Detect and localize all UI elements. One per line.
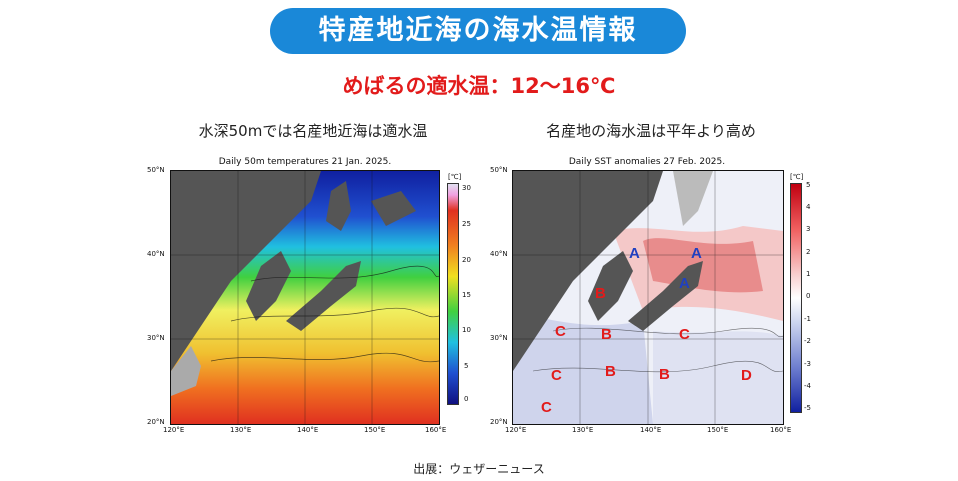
region-marker: C — [555, 323, 566, 340]
page-title-banner: 特産地近海の海水温情報 — [270, 8, 686, 54]
lon-label: 140°E — [297, 426, 319, 434]
region-marker: B — [605, 363, 616, 380]
anomaly-map: A A A B B B B C C C C D — [512, 170, 784, 425]
region-marker: A — [691, 245, 702, 262]
lon-label: 120°E — [163, 426, 185, 434]
lon-label: 150°E — [707, 426, 729, 434]
left-map-title: Daily 50m temperatures 21 Jan. 2025. — [218, 157, 392, 167]
temperature-tick: 30 — [462, 184, 471, 192]
lon-label: 140°E — [640, 426, 662, 434]
temperature-tick: 20 — [462, 256, 471, 264]
temperature-tick: 0 — [464, 395, 469, 403]
anomaly-tick: -4 — [804, 382, 811, 390]
lon-label: 120°E — [505, 426, 527, 434]
lat-label: 50°N — [490, 166, 508, 174]
lon-label: 160°E — [425, 426, 447, 434]
anomaly-unit-label: [℃] — [790, 173, 804, 181]
right-map-title: Daily SST anomalies 27 Feb. 2025. — [568, 157, 726, 167]
anomaly-tick: 2 — [806, 248, 811, 256]
anomaly-tick: 3 — [806, 225, 811, 233]
region-marker: C — [551, 367, 562, 384]
source-credit: 出展：ウェザーニュース — [413, 462, 545, 476]
lat-label: 20°N — [490, 418, 508, 426]
region-marker: A — [629, 245, 640, 262]
temperature-tick: 15 — [462, 291, 471, 299]
anomaly-tick: 4 — [806, 203, 811, 211]
left-panel-caption: 水深50mでは名産地近海は適水温 — [198, 122, 428, 140]
region-marker: D — [741, 367, 752, 384]
region-marker: B — [601, 326, 612, 343]
right-panel-caption: 名産地の海水温は平年より高め — [546, 122, 756, 140]
lon-label: 160°E — [770, 426, 792, 434]
temperature-tick: 5 — [464, 362, 469, 370]
anomaly-tick: 1 — [806, 270, 811, 278]
region-marker: B — [595, 285, 606, 302]
region-marker: B — [659, 366, 670, 383]
lat-label: 30°N — [147, 334, 165, 342]
anomaly-tick: -2 — [804, 337, 811, 345]
anomaly-tick: 5 — [806, 181, 811, 189]
lon-label: 130°E — [572, 426, 594, 434]
temperature-tick: 25 — [462, 220, 471, 228]
lat-label: 50°N — [147, 166, 165, 174]
lon-label: 130°E — [230, 426, 252, 434]
temperature-unit-label: [℃] — [448, 173, 462, 181]
lat-label: 40°N — [147, 250, 165, 258]
lat-label: 20°N — [147, 418, 165, 426]
temperature-map — [170, 170, 440, 425]
temperature-tick: 10 — [462, 326, 471, 334]
anomaly-tick: -5 — [804, 404, 811, 412]
region-marker: C — [541, 399, 552, 416]
anomaly-colorbar — [790, 183, 802, 413]
anomaly-tick: -3 — [804, 360, 811, 368]
suitable-temperature-heading: めばるの適水温：12〜16℃ — [342, 74, 616, 98]
temperature-colorbar — [447, 183, 459, 405]
anomaly-tick: 0 — [806, 292, 811, 300]
region-marker: C — [679, 326, 690, 343]
lat-label: 30°N — [490, 334, 508, 342]
region-marker: A — [679, 275, 690, 292]
anomaly-tick: -1 — [804, 315, 811, 323]
lon-label: 150°E — [364, 426, 386, 434]
lat-label: 40°N — [490, 250, 508, 258]
